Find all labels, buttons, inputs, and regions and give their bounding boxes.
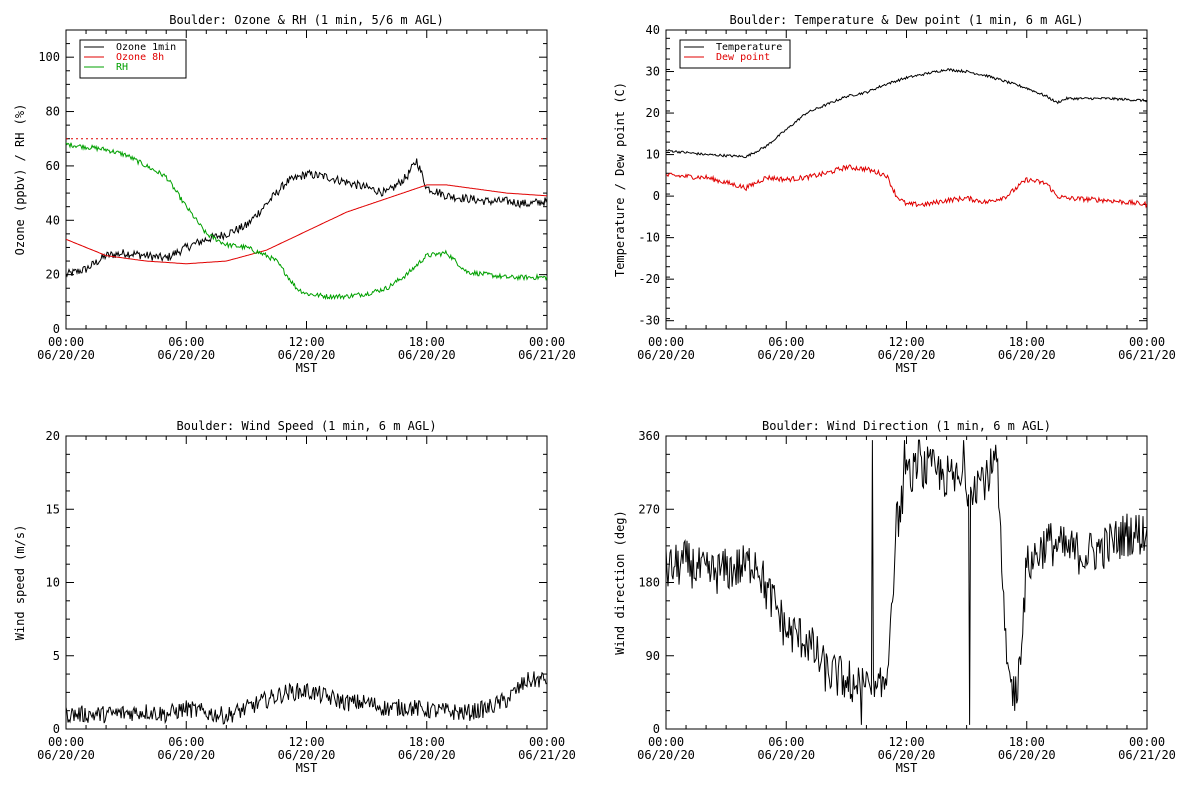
x-tick-date: 06/20/20 [637,748,695,762]
x-tick-time: 12:00 [888,335,924,349]
x-tick-date: 06/21/20 [518,748,576,762]
x-tick-date: 06/20/20 [157,748,215,762]
chart-title: Boulder: Ozone & RH (1 min, 5/6 m AGL) [169,13,444,27]
x-tick-date: 06/20/20 [278,748,336,762]
x-tick-time: 12:00 [288,735,324,749]
x-tick-time: 00:00 [48,735,84,749]
x-tick-date: 06/20/20 [157,348,215,362]
x-tick-date: 06/20/20 [37,748,95,762]
x-tick-time: 12:00 [888,735,924,749]
y-tick-label: -10 [638,231,660,245]
chart-title: Boulder: Temperature & Dew point (1 min,… [729,13,1083,27]
y-tick-label: 15 [46,502,60,516]
x-tick-time: 00:00 [1129,735,1165,749]
legend-label: Dew point [716,52,770,63]
chart-wind-speed: Boulder: Wind Speed (1 min, 6 m AGL) 0 5 10… [13,419,576,775]
x-tick-time: 00:00 [48,335,84,349]
y-tick-label: 0 [653,722,660,736]
x-tick-time: 18:00 [409,735,445,749]
y-tick-label: 0 [53,722,60,736]
x-tick-time: 12:00 [288,335,324,349]
y-tick-label: 0 [53,322,60,336]
y-tick-label: 20 [646,106,660,120]
plot-frame [665,29,1148,330]
y-tick-label: 20 [46,268,60,282]
legend-box [679,39,791,69]
y-tick-label: 10 [46,576,60,590]
x-tick-time: 06:00 [168,735,204,749]
y-axis-label: Temperature / Dew point (C) [613,82,627,277]
x-tick-time: 06:00 [768,735,804,749]
x-tick-date: 06/20/20 [37,348,95,362]
y-tick-label: 0 [653,189,660,203]
x-tick-date: 06/20/20 [278,348,336,362]
legend-label: Ozone 1min [116,42,176,53]
x-tick-time: 18:00 [409,335,445,349]
legend-label: RH [116,62,128,73]
series-line-temperature [666,68,1147,159]
y-tick-label: -20 [638,272,660,286]
y-tick-label: 180 [638,576,660,590]
x-tick-date: 06/20/20 [398,348,456,362]
chart-temp-dew: Boulder: Temperature & Dew point (1 min,… [613,13,1176,375]
y-tick-label: 30 [646,65,660,79]
y-tick-label: -30 [638,314,660,328]
series-line-ozone-8h [66,184,547,265]
x-tick-date: 06/20/20 [878,748,936,762]
x-axis-label: MST [296,761,318,775]
series-line-ozone-1min [66,158,547,278]
x-tick-time: 18:00 [1009,335,1045,349]
series-line-rh [66,142,547,301]
chart-ozone-rh: Boulder: Ozone & RH (1 min, 5/6 m AGL) 0 2… [13,13,576,375]
y-tick-label: 80 [46,105,60,119]
x-tick-date: 06/20/20 [757,748,815,762]
legend-box [79,39,187,79]
chart-wind-dir: Boulder: Wind Direction (1 min, 6 m AGL)… [613,419,1176,775]
x-tick-date: 06/21/20 [518,348,576,362]
y-tick-label: 20 [46,429,60,443]
y-tick-label: 90 [646,649,660,663]
x-tick-time: 06:00 [168,335,204,349]
y-tick-label: 60 [46,159,60,173]
x-tick-date: 06/20/20 [757,348,815,362]
y-tick-label: 40 [46,213,60,227]
x-tick-date: 06/20/20 [398,748,456,762]
x-tick-date: 06/20/20 [998,348,1056,362]
y-tick-label: 360 [638,429,660,443]
x-tick-date: 06/21/20 [1118,348,1176,362]
y-tick-label: 10 [646,148,660,162]
y-axis-label: Wind speed (m/s) [13,525,27,641]
x-tick-time: 00:00 [529,735,565,749]
x-tick-time: 00:00 [648,735,684,749]
x-tick-date: 06/20/20 [637,348,695,362]
x-tick-date: 06/21/20 [1118,748,1176,762]
y-axis-label: Wind direction (deg) [613,510,627,655]
x-tick-time: 06:00 [768,335,804,349]
series-line-dew-point [666,164,1147,209]
y-tick-label: 40 [646,23,660,37]
chart-title: Boulder: Wind Direction (1 min, 6 m AGL) [762,419,1051,433]
legend-label: Temperature [716,42,782,53]
x-axis-label: MST [896,361,918,375]
x-tick-date: 06/20/20 [878,348,936,362]
series-line-main [666,439,1147,725]
chart-title: Boulder: Wind Speed (1 min, 6 m AGL) [176,419,436,433]
y-tick-label: 100 [38,50,60,64]
x-tick-date: 06/20/20 [998,748,1056,762]
series-line-main [66,671,547,725]
legend-label: Ozone 8h [116,52,164,63]
x-tick-time: 00:00 [1129,335,1165,349]
y-axis-label: Ozone (ppbv) / RH (%) [13,104,27,256]
x-axis-label: MST [296,361,318,375]
x-axis-label: MST [896,761,918,775]
x-tick-time: 18:00 [1009,735,1045,749]
x-tick-time: 00:00 [648,335,684,349]
x-tick-time: 00:00 [529,335,565,349]
y-tick-label: 5 [53,649,60,663]
y-tick-label: 270 [638,502,660,516]
